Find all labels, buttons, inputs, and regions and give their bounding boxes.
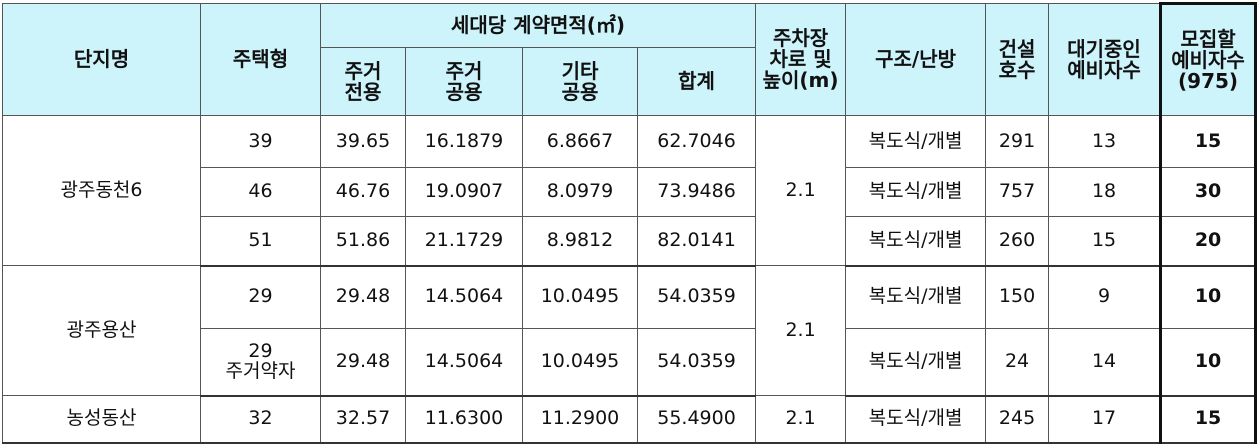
cell: 19.0907 <box>405 167 523 217</box>
cell: 광주용산 <box>2 265 201 396</box>
cell: 21.1729 <box>405 216 523 267</box>
cell: 245 <box>985 395 1050 444</box>
cell: 10.0495 <box>522 265 638 329</box>
header-cell: 세대당 계약면적(㎡) <box>319 3 757 48</box>
cell: 39 <box>200 115 321 168</box>
cell: 15 <box>1159 395 1257 444</box>
header-cell: 구조/난방 <box>845 3 987 116</box>
cell: 복도식/개별 <box>845 115 987 168</box>
cell: 광주동천6 <box>2 115 201 266</box>
cell: 54.0359 <box>636 328 757 397</box>
cell: 9 <box>1048 265 1162 329</box>
cell: 29 주거약자 <box>200 328 321 397</box>
cell: 복도식/개별 <box>845 328 987 397</box>
cell: 39.65 <box>320 115 406 168</box>
table-row: 29 주거약자 29.48 14.5064 10.0495 54.0359 복도식/개별 2… <box>3 328 1257 397</box>
cell: 51.86 <box>320 216 406 267</box>
cell: 46 <box>200 167 321 217</box>
cell: 18 <box>1048 167 1162 217</box>
table-row: 51 51.86 21.1729 8.9812 82.0141 복도식/개별 260 15 20 <box>3 216 1257 267</box>
cell: 8.0979 <box>522 167 638 217</box>
header-cell: 기타 공용 <box>522 47 638 116</box>
header-cell: 주택형 <box>200 3 321 116</box>
cell: 73.9486 <box>636 167 757 217</box>
cell: 10 <box>1159 328 1257 397</box>
cell: 11.2900 <box>522 395 638 444</box>
cell: 8.9812 <box>522 216 638 267</box>
header-cell: 주거 전용 <box>320 47 406 116</box>
cell: 29.48 <box>320 265 406 329</box>
cell: 150 <box>985 265 1050 329</box>
table-row: 46 46.76 19.0907 8.0979 73.9486 복도식/개별 757 18 30 <box>3 167 1257 217</box>
cell: 13 <box>1048 115 1162 168</box>
cell: 20 <box>1159 216 1257 267</box>
cell: 32.57 <box>320 395 406 444</box>
cell: 51 <box>200 216 321 267</box>
cell: 15 <box>1048 216 1162 267</box>
cell: 54.0359 <box>636 265 757 329</box>
cell: 농성동산 <box>2 395 201 444</box>
table-row: 광주용산 29 29.48 14.5064 10.0495 54.0359 2.1 복도식/개… <box>2 265 1257 396</box>
cell: 10.0495 <box>522 328 638 397</box>
cell: 82.0141 <box>636 216 757 267</box>
cell: 15 <box>1159 115 1257 168</box>
header-cell: 단지명 <box>2 3 201 116</box>
header-cell: 주거 공용 <box>405 47 523 116</box>
header-cell: 주차장 차로 및 높이(m) <box>755 3 847 116</box>
cell: 29 <box>200 265 321 329</box>
cell: 2.1 <box>755 115 847 266</box>
cell: 24 <box>985 328 1050 397</box>
cell: 복도식/개별 <box>845 265 987 329</box>
header-cell: 모집할 예비자수 (975) <box>1159 2 1257 116</box>
cell: 복도식/개별 <box>845 216 987 267</box>
cell: 16.1879 <box>405 115 523 168</box>
cell: 291 <box>985 115 1050 168</box>
cell: 6.8667 <box>522 115 638 168</box>
cell: 757 <box>985 167 1050 217</box>
cell: 14.5064 <box>405 265 523 329</box>
table-row: 농성동산 32 32.57 11.6300 11.2900 55.4900 2.1 복도식/개… <box>2 395 1257 444</box>
header-cell: 건설 호수 <box>985 3 1050 116</box>
table-row: 광주동천6 39 39.65 16.1879 6.8667 62.7046 2.1 복도식/개… <box>2 115 1257 266</box>
cell: 복도식/개별 <box>845 395 987 444</box>
cell: 46.76 <box>320 167 406 217</box>
cell: 11.6300 <box>405 395 523 444</box>
cell: 복도식/개별 <box>845 167 987 217</box>
cell: 30 <box>1159 167 1257 217</box>
header-cell: 대기중인 예비자수 <box>1048 3 1162 116</box>
cell: 2.1 <box>755 395 847 444</box>
cell: 2.1 <box>755 265 847 396</box>
cell: 10 <box>1159 265 1257 329</box>
cell: 260 <box>985 216 1050 267</box>
header-cell: 합계 <box>636 47 757 116</box>
cell: 62.7046 <box>636 115 757 168</box>
cell: 32 <box>200 395 321 444</box>
cell: 55.4900 <box>636 395 757 444</box>
cell: 14.5064 <box>405 328 523 397</box>
cell: 29.48 <box>320 328 406 397</box>
cell: 17 <box>1048 395 1162 444</box>
cell: 14 <box>1048 328 1162 397</box>
